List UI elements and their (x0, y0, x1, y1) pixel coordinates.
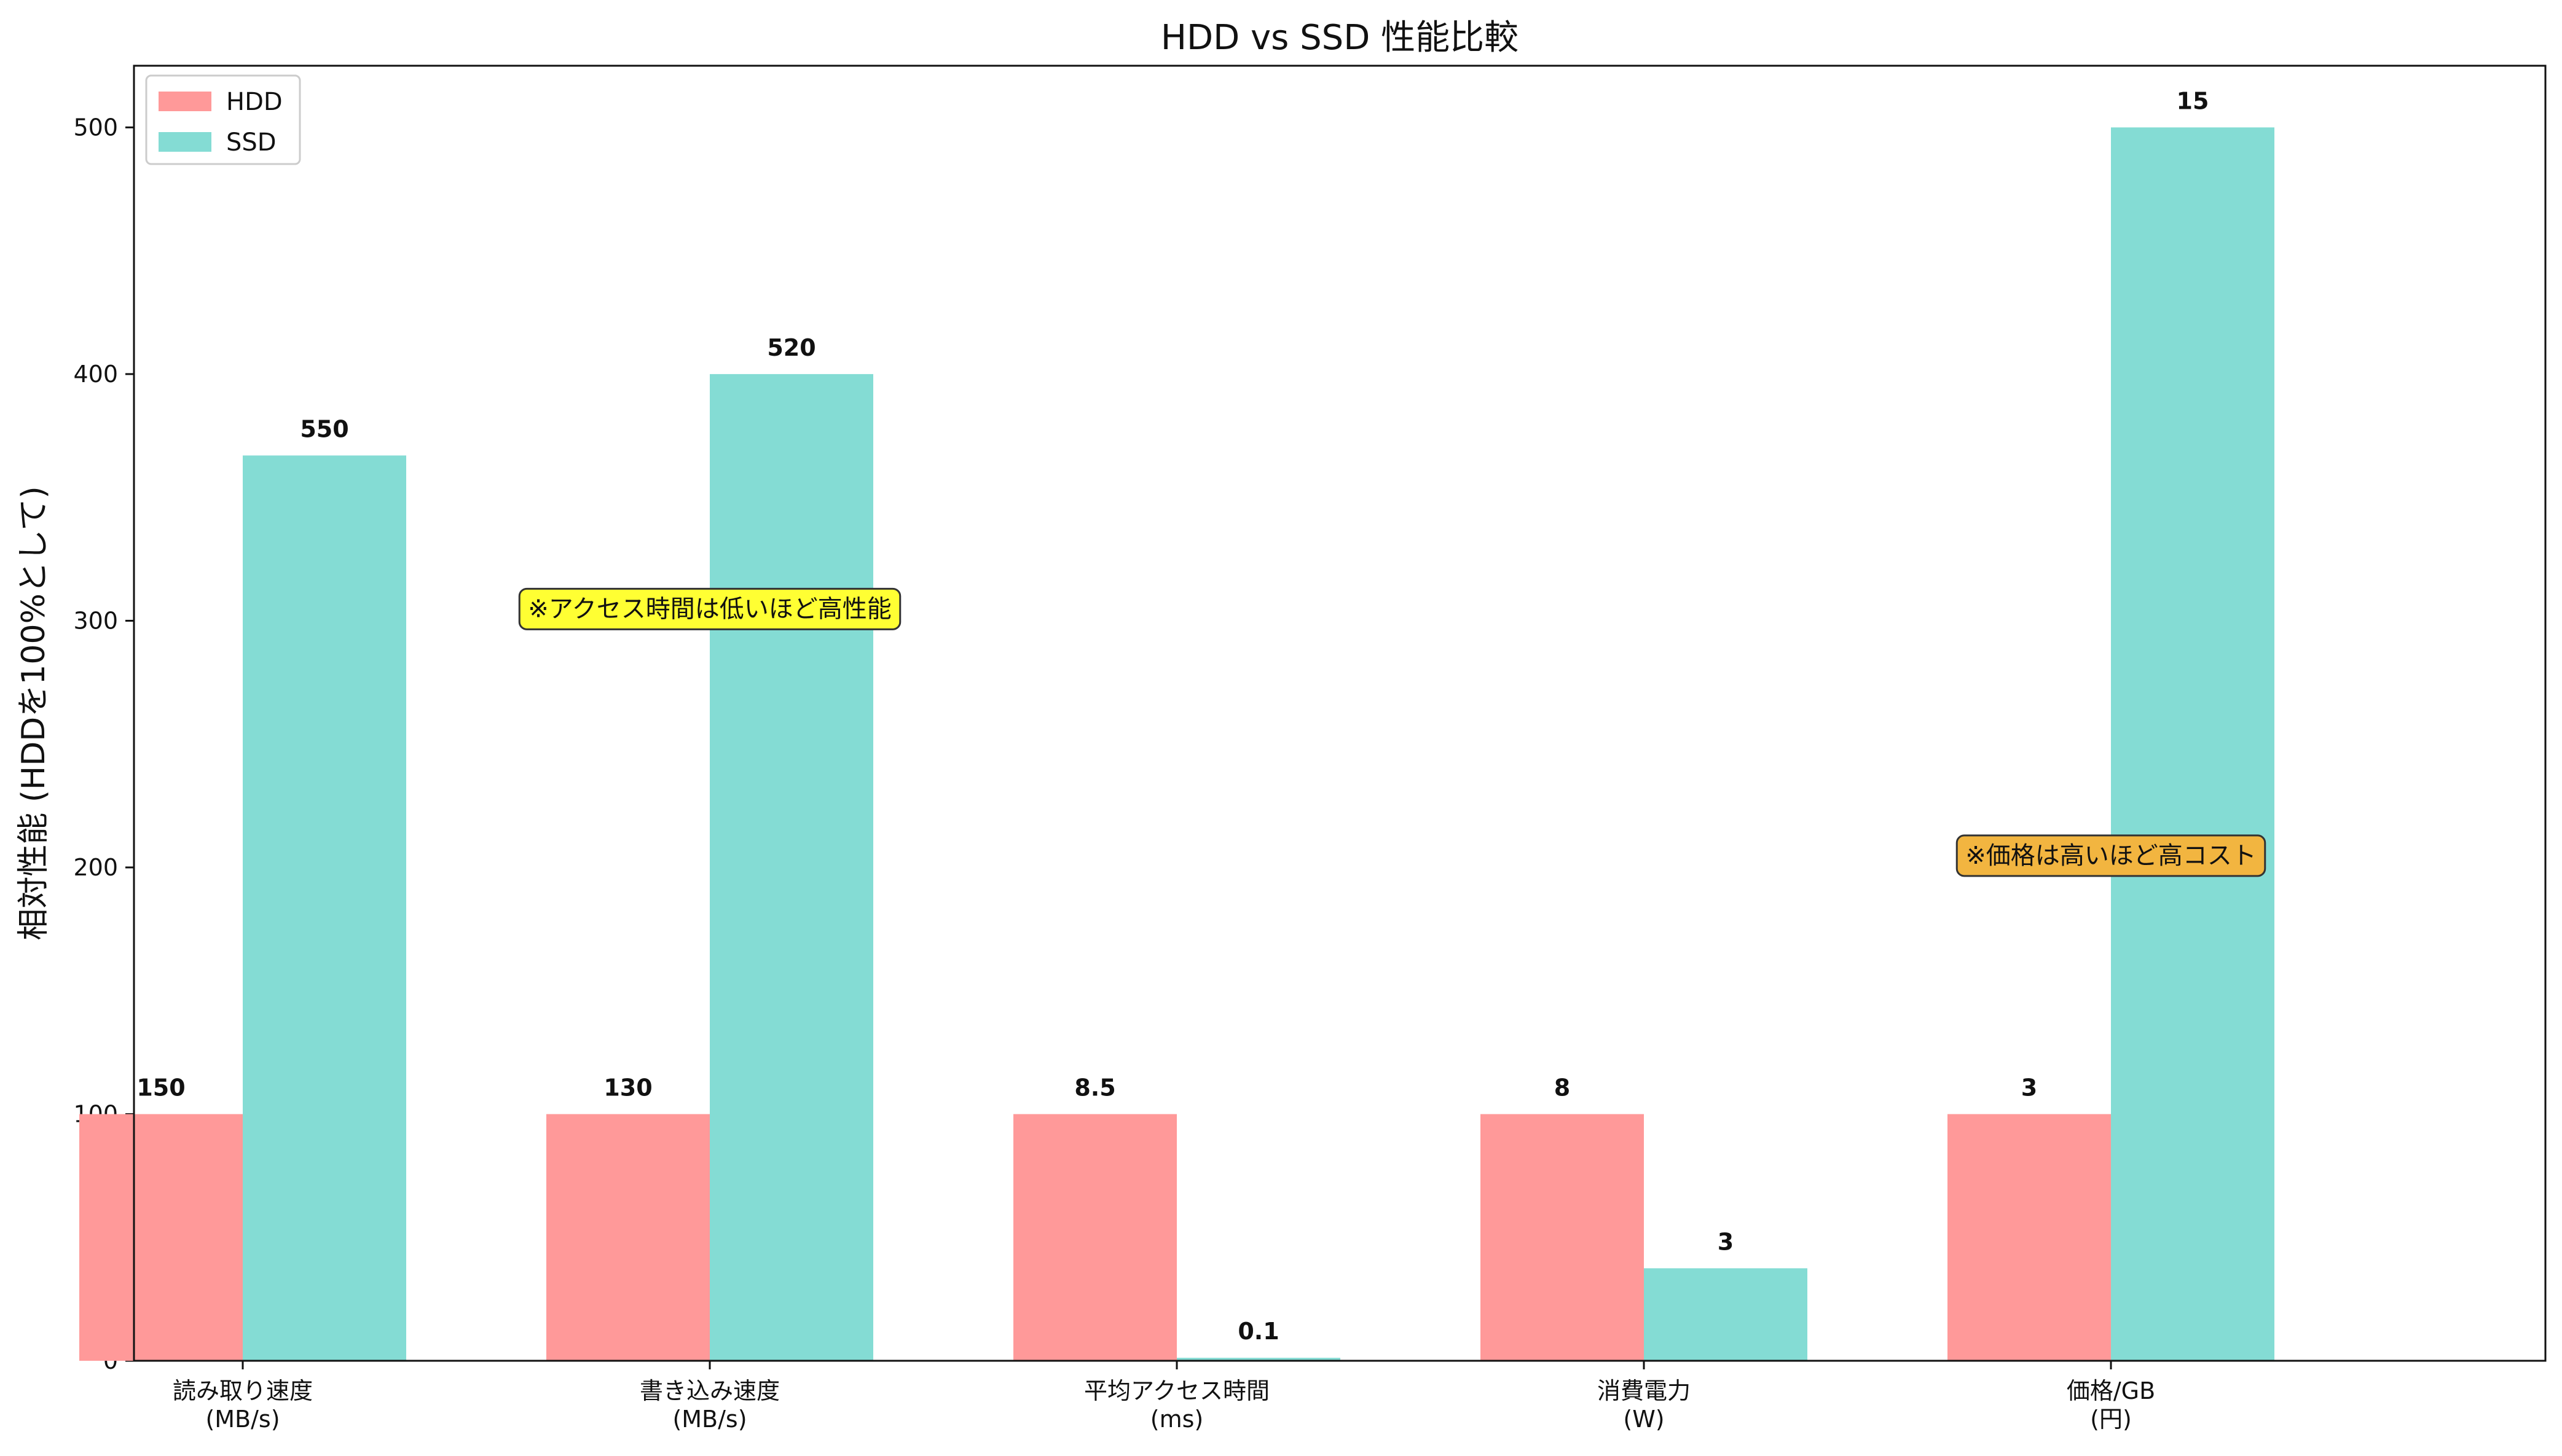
legend-label-ssd: SSD (226, 128, 277, 157)
legend-swatch-hdd (159, 92, 211, 111)
y-ticks: 0100200300400500 (73, 114, 134, 1374)
annotation-text: ※アクセス時間は低いほど高性能 (528, 595, 892, 623)
data-label-ssd-0: 550 (300, 415, 348, 442)
x-ticks: 読み取り速度(MB/s)書き込み速度(MB/s)平均アクセス時間(ms)消費電力… (173, 1361, 2155, 1433)
data-label-ssd-2: 0.1 (1238, 1318, 1279, 1345)
annotation-1: ※価格は高いほど高コスト (1955, 834, 2266, 877)
x-tick-label: 平均アクセス時間 (1084, 1377, 1270, 1404)
annotations: ※アクセス時間は低いほど高性能 ※価格は高いほど高コスト (518, 587, 2266, 877)
bar-ssd-2 (1177, 1358, 1340, 1361)
data-label-hdd-0: 150 (136, 1074, 185, 1101)
x-tick-label: (MB/s) (672, 1406, 747, 1433)
bar-ssd-1 (710, 374, 873, 1361)
y-tick-label: 500 (73, 114, 118, 141)
bar-hdd-3 (1480, 1114, 1644, 1361)
x-tick-label: 消費電力 (1597, 1377, 1691, 1404)
x-tick-label: 書き込み速度 (640, 1377, 780, 1404)
data-labels: 150 130 8.5 8 3 550 520 0.1 3 15 (136, 87, 2209, 1345)
y-axis-label: 相対性能 (HDDを100%として) (15, 486, 52, 940)
chart-title: HDD vs SSD 性能比較 (1161, 18, 1519, 58)
y-tick-label: 300 (73, 607, 118, 634)
x-tick-label: (MB/s) (205, 1406, 280, 1433)
x-tick-label: (円) (2090, 1406, 2132, 1433)
bar-hdd-4 (1947, 1114, 2111, 1361)
data-label-hdd-3: 8 (1554, 1074, 1570, 1101)
data-label-hdd-1: 130 (603, 1074, 652, 1101)
bar-ssd-0 (243, 455, 406, 1361)
data-label-ssd-4: 15 (2177, 87, 2209, 114)
x-tick-label: 読み取り速度 (173, 1377, 313, 1404)
legend-swatch-ssd (159, 132, 211, 152)
annotation-box (518, 587, 902, 630)
plot-frame (133, 65, 2547, 1362)
data-label-ssd-1: 520 (767, 334, 815, 361)
data-label-hdd-4: 3 (2021, 1074, 2037, 1101)
bar-hdd-1 (546, 1114, 710, 1361)
annotation-text: ※価格は高いほど高コスト (1965, 842, 2257, 870)
data-label-ssd-3: 3 (1718, 1228, 1734, 1255)
bars (79, 127, 2274, 1361)
annotation-0: ※アクセス時間は低いほど高性能 (518, 587, 902, 630)
x-tick-label: 価格/GB (2067, 1377, 2155, 1404)
data-label-hdd-2: 8.5 (1074, 1074, 1115, 1101)
bar-ssd-4 (2111, 127, 2274, 1361)
bar-hdd-2 (1013, 1114, 1177, 1361)
x-tick-label: (W) (1623, 1406, 1664, 1433)
y-tick-label: 400 (73, 361, 118, 388)
bar-ssd-3 (1644, 1268, 1807, 1361)
x-tick-label: (ms) (1150, 1406, 1203, 1433)
bar-hdd-0 (79, 1114, 243, 1361)
legend: HDD SSD (145, 74, 301, 165)
annotation-box (1955, 834, 2266, 877)
y-tick-label: 200 (73, 854, 118, 881)
legend-label-hdd: HDD (226, 88, 283, 116)
